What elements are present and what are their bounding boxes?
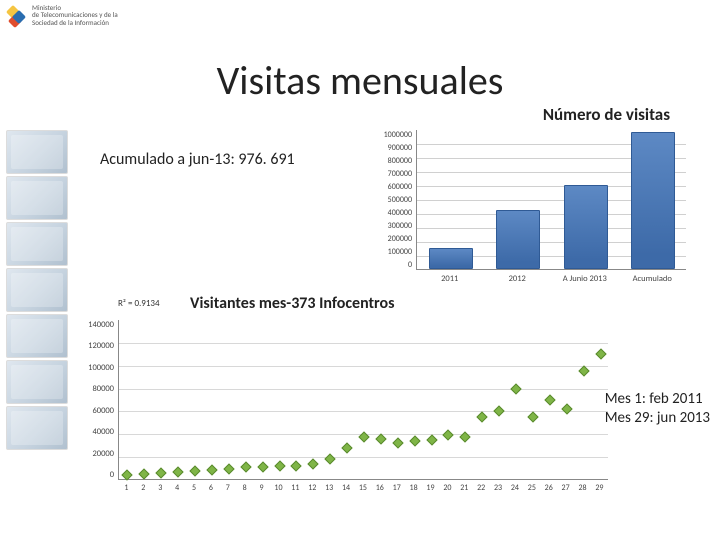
bar-Acumulado xyxy=(631,132,675,269)
thumb-5 xyxy=(6,314,68,358)
bar-2012 xyxy=(496,210,540,269)
thumbnail-sidebar xyxy=(6,130,68,450)
mes-line1: Mes 1: feb 2011 xyxy=(605,390,710,409)
thumb-6 xyxy=(6,360,68,404)
scatter-point xyxy=(477,411,488,422)
bar-plot-area xyxy=(416,130,686,270)
scatter-chart-title: Visitantes mes-373 Infocentros xyxy=(190,294,395,313)
ministry-logo: Ministerio de Telecomunicaciones y de la… xyxy=(6,4,118,26)
bar-A Junio 2013 xyxy=(564,185,608,269)
scatter-point xyxy=(341,442,352,453)
scatter-point xyxy=(206,464,217,475)
scatter-point xyxy=(358,431,369,442)
scatter-point xyxy=(510,383,521,394)
scatter-point xyxy=(595,349,606,360)
logo-text: Ministerio de Telecomunicaciones y de la… xyxy=(32,4,118,26)
thumb-3 xyxy=(6,222,68,266)
mes-line2: Mes 29: jun 2013 xyxy=(605,409,710,428)
accumulated-label: Acumulado a jun-13: 976. 691 xyxy=(100,150,295,169)
scatter-point xyxy=(308,458,319,469)
page-title: Visitas mensuales xyxy=(0,56,720,105)
thumb-7 xyxy=(6,406,68,450)
bar-y-axis: 1000000900000800000700000600000500000400… xyxy=(370,130,412,270)
scatter-point xyxy=(392,438,403,449)
scatter-point xyxy=(189,465,200,476)
scatter-point xyxy=(274,461,285,472)
bar-chart: 1000000900000800000700000600000500000400… xyxy=(370,130,700,300)
logo-line3: Sociedad de la Información xyxy=(32,19,118,26)
thumb-1 xyxy=(6,130,68,174)
scatter-point xyxy=(426,434,437,445)
scatter-point xyxy=(257,462,268,473)
scatter-point xyxy=(172,466,183,477)
scatter-point xyxy=(494,406,505,417)
scatter-point xyxy=(291,461,302,472)
scatter-x-axis: 1234567891011121314151617181920212223242… xyxy=(118,483,608,493)
scatter-plot-area xyxy=(118,320,608,480)
scatter-point xyxy=(139,469,150,480)
scatter-point xyxy=(240,462,251,473)
scatter-point xyxy=(156,467,167,478)
thumb-4 xyxy=(6,268,68,312)
scatter-point xyxy=(460,431,471,442)
bar-chart-title: Número de visitas xyxy=(543,104,670,125)
scatter-point xyxy=(409,435,420,446)
month-range-labels: Mes 1: feb 2011 Mes 29: jun 2013 xyxy=(605,390,710,428)
scatter-point xyxy=(325,454,336,465)
scatter-y-axis: 140000120000100000800006000040000200000 xyxy=(78,320,114,480)
bar-x-axis: 20112012A Junio 2013Acumulado xyxy=(416,274,686,284)
scatter-chart: 140000120000100000800006000040000200000 … xyxy=(78,320,618,500)
scatter-point xyxy=(578,366,589,377)
scatter-point xyxy=(443,430,454,441)
scatter-point xyxy=(122,470,133,481)
scatter-point xyxy=(544,394,555,405)
thumb-2 xyxy=(6,176,68,220)
scatter-point xyxy=(223,463,234,474)
r-squared-label: R² = 0.9134 xyxy=(118,298,160,309)
scatter-point xyxy=(527,411,538,422)
scatter-point xyxy=(561,403,572,414)
bar-2011 xyxy=(429,248,473,269)
logo-icon xyxy=(6,4,28,26)
